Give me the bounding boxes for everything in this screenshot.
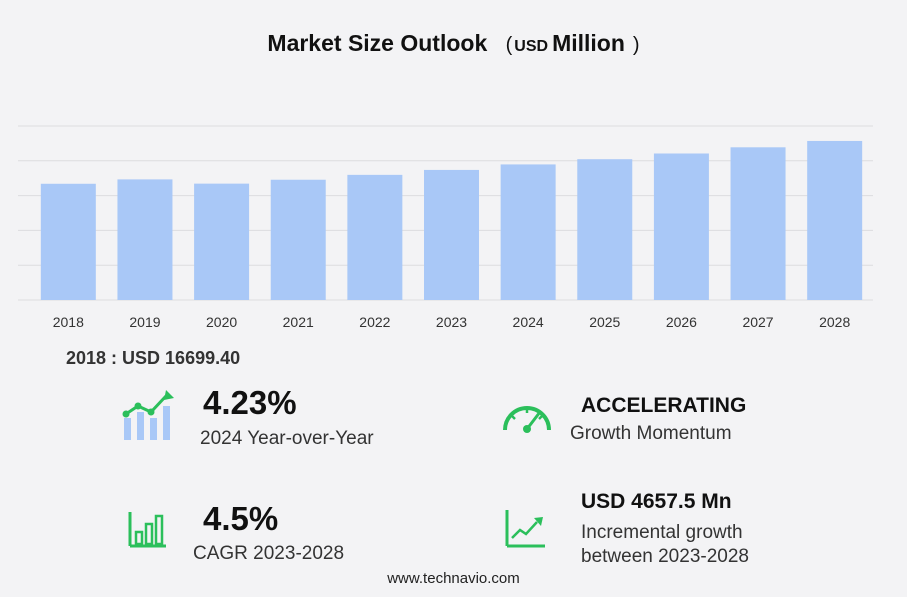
bar-2020 <box>194 183 250 300</box>
x-tick-label: 2024 <box>513 314 544 330</box>
x-tick-label: 2023 <box>436 314 467 330</box>
bar-2027 <box>730 147 786 300</box>
incremental-label-line2: between 2023-2028 <box>581 546 749 567</box>
x-tick-label: 2022 <box>359 314 390 330</box>
bar-2018 <box>40 183 96 300</box>
x-axis-ticks: 2018 2019 2020 2021 2022 2023 2024 2025 2026 2027… <box>53 314 851 330</box>
bar-chart-icon <box>128 512 166 548</box>
x-tick-label: 2021 <box>283 314 314 330</box>
chart-title-text: Market Size Outlook <box>267 30 488 56</box>
incremental-value: USD 4657.5 Mn <box>581 490 732 513</box>
momentum-value: ACCELERATING <box>581 394 747 417</box>
speedometer-icon <box>503 406 551 433</box>
chart-bars <box>40 140 863 300</box>
momentum-label: Growth Momentum <box>570 423 732 444</box>
bar-chart: 2018 2019 2020 2021 2022 2023 2024 2025 2026 2027… <box>18 125 873 330</box>
cagr-value: 4.5% <box>203 500 279 537</box>
unit-prefix: USD <box>514 38 549 55</box>
chart-title: Market Size Outlook (USD Million) <box>0 30 907 57</box>
base-value: 2018 : USD 16699.40 <box>66 348 241 368</box>
x-tick-label: 2028 <box>819 314 850 330</box>
bar-2024 <box>500 164 556 300</box>
trend-line-icon <box>505 510 545 548</box>
growth-bars-icon <box>122 390 174 440</box>
x-tick-label: 2026 <box>666 314 697 330</box>
x-tick-label: 2027 <box>742 314 773 330</box>
bar-2028 <box>807 140 863 300</box>
bar-2021 <box>270 179 326 300</box>
bar-2022 <box>347 174 403 300</box>
footer-url: www.technavio.com <box>387 570 520 587</box>
incremental-label-line1: Incremental growth <box>581 522 743 543</box>
x-tick-label: 2019 <box>129 314 160 330</box>
bar-2026 <box>653 153 709 300</box>
cagr-label: CAGR 2023-2028 <box>193 543 345 564</box>
bar-2025 <box>577 159 633 300</box>
bar-2023 <box>424 169 479 300</box>
yoy-value: 4.23% <box>203 384 297 421</box>
paren-close: ) <box>632 34 640 56</box>
x-tick-label: 2018 <box>53 314 84 330</box>
paren-open: ( <box>505 34 513 56</box>
yoy-label: 2024 Year-over-Year <box>200 428 374 449</box>
x-tick-label: 2025 <box>589 314 620 330</box>
x-tick-label: 2020 <box>206 314 237 330</box>
bar-2019 <box>117 179 173 300</box>
unit-suffix: Million <box>552 30 625 56</box>
